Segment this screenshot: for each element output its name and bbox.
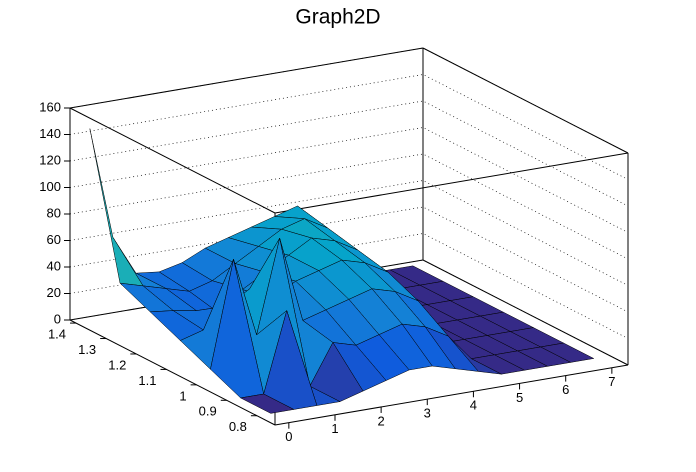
x-tick-label: 2	[378, 413, 385, 428]
z-tick-label: 140	[39, 126, 61, 141]
z-tick-label: 60	[47, 232, 61, 247]
z-tick-label: 160	[39, 99, 61, 114]
box-edge	[274, 364, 629, 426]
x-tick-label: 3	[424, 406, 431, 421]
surface-cell	[239, 393, 295, 414]
z-tick-label: 80	[47, 205, 61, 220]
x-tick-label: 1	[331, 421, 338, 436]
x-tick-label: 5	[516, 390, 523, 405]
z-tick-label: 100	[39, 179, 61, 194]
z-tick-label: 0	[54, 311, 61, 326]
y-tick-label: 1.1	[138, 373, 156, 388]
z-tick-label: 20	[47, 285, 61, 300]
chart-title: Graph2D	[295, 6, 380, 29]
z-tick-label: 40	[47, 258, 61, 273]
x-tick-label: 4	[470, 398, 477, 413]
y-tick-label: 0.9	[199, 404, 217, 419]
z-tick-label: 120	[39, 152, 61, 167]
box-edge	[69, 47, 424, 109]
y-tick-label: 1.2	[108, 357, 126, 372]
y-tick-label: 1	[179, 388, 186, 403]
box-edge	[69, 319, 276, 426]
x-tick-label: 7	[608, 374, 615, 389]
y-tick-label: 1.4	[48, 327, 66, 342]
x-tick-label: 6	[562, 382, 569, 397]
box-edge	[274, 152, 629, 214]
y-tick-label: 1.3	[78, 342, 96, 357]
x-tick-label: 0	[285, 429, 292, 444]
box-edge	[69, 107, 276, 214]
y-tick-label: 0.8	[229, 419, 247, 434]
